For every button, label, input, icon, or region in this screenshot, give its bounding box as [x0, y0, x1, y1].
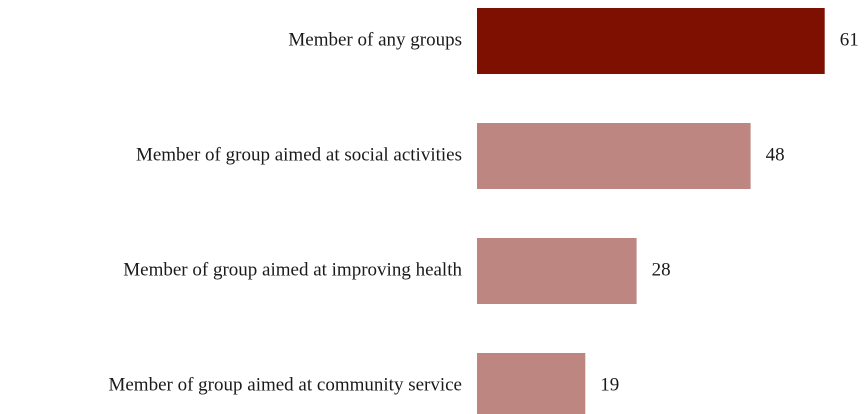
- bar: [477, 238, 637, 304]
- bar: [477, 8, 825, 74]
- category-label: Member of group aimed at social activiti…: [136, 144, 462, 165]
- bar: [477, 123, 751, 189]
- bar-row: Member of group aimed at improving healt…: [123, 238, 671, 304]
- data-label: 48: [766, 144, 785, 165]
- bar: [477, 353, 586, 414]
- category-label: Member of group aimed at community servi…: [108, 374, 462, 395]
- data-label: 28: [652, 259, 671, 280]
- bar-row: Member of any groups 61: [288, 8, 859, 74]
- bar-row: Member of group aimed at community servi…: [108, 353, 619, 414]
- category-label: Member of group aimed at improving healt…: [123, 259, 462, 280]
- data-label: 19: [600, 374, 619, 395]
- category-label: Member of any groups: [288, 29, 462, 50]
- data-label: 61: [840, 29, 859, 50]
- bar-row: Member of group aimed at social activiti…: [136, 123, 785, 189]
